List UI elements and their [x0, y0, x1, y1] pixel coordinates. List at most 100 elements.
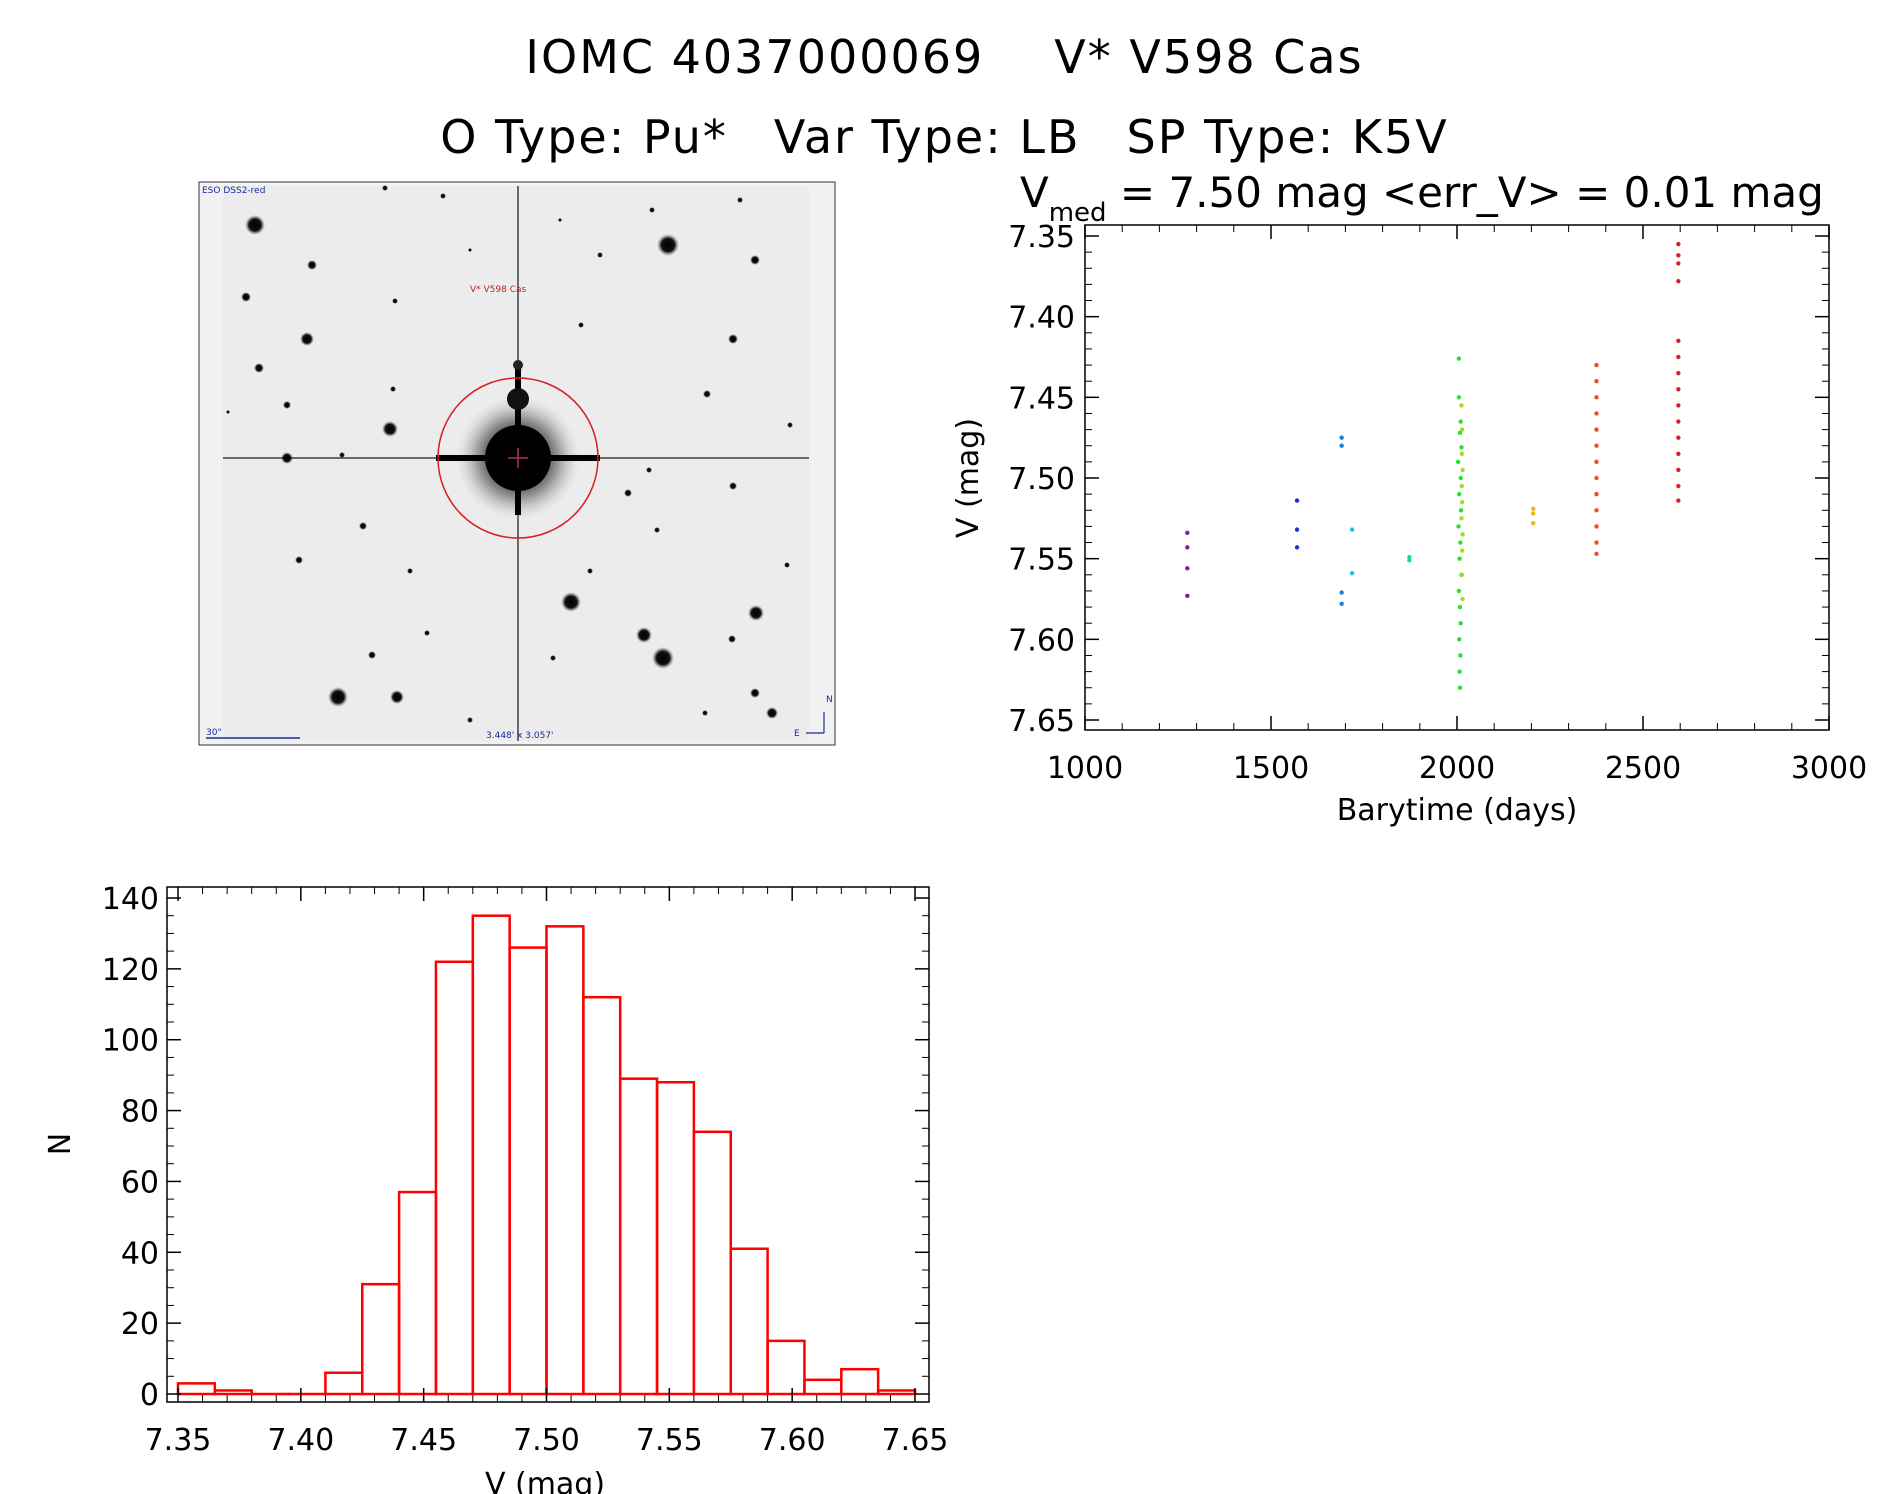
light-curve-plot-frame [1084, 224, 1830, 731]
light-curve-point [1458, 653, 1463, 658]
light-curve-point [1185, 566, 1190, 571]
background-star [382, 421, 398, 437]
background-stars [226, 185, 793, 723]
histogram-bar [397, 1190, 438, 1396]
light-curve-point [1457, 637, 1462, 642]
histogram-bar [618, 1077, 659, 1396]
background-star [328, 687, 348, 707]
histogram-bar [876, 1389, 917, 1396]
light-curve-point [1349, 527, 1355, 532]
light-curve-point [1676, 278, 1681, 284]
light-curve-point [1339, 443, 1344, 448]
histogram-xtick-label: 7.35 [145, 1423, 212, 1458]
light-curve-point [1458, 621, 1463, 626]
light-curve-point [1458, 419, 1463, 424]
histogram-ytick-label: 20 [121, 1307, 159, 1342]
histogram-bar [471, 914, 511, 1396]
light-curve-point [1460, 596, 1465, 602]
header-types-line: O Type: Pu* Var Type: LB SP Type: K5V [0, 110, 1889, 164]
light-curve-point [1294, 498, 1300, 503]
light-curve-point [1594, 395, 1599, 400]
background-star [654, 527, 660, 533]
light-curve-point [1457, 430, 1463, 436]
light-curve-point [1676, 403, 1681, 408]
background-star [390, 386, 396, 392]
histogram-bar [655, 1080, 696, 1396]
light-curve-point [1676, 261, 1681, 266]
light-curve-point [1594, 524, 1599, 529]
background-star [424, 630, 430, 636]
light-curve-point [1594, 362, 1599, 368]
companion-star [507, 388, 529, 410]
variability-type: Var Type: LB [773, 110, 1081, 164]
background-star [407, 568, 413, 574]
background-star [728, 635, 736, 643]
light-curve-point [1407, 558, 1412, 563]
light-curve-point [1676, 467, 1681, 473]
histogram-bar [692, 1130, 733, 1396]
compass-east-label: E [794, 729, 800, 739]
histogram-xtick-label: 7.65 [882, 1423, 949, 1458]
histogram-xtick-label: 7.45 [390, 1423, 457, 1458]
light-curve-chart: Vmed = 7.50 mag <err_V> = 0.01 mag 1000 1… [951, 168, 1867, 828]
light-curve-ytick-label: 7.50 [1008, 462, 1075, 497]
background-star [729, 482, 737, 490]
background-star [748, 605, 764, 621]
light-curve-point [1459, 403, 1464, 408]
background-star [784, 562, 790, 568]
histogram-ticks: 7.35 7.40 7.45 7.50 7.55 7.60 7.65 0 20 40 60 80 100… [102, 882, 949, 1458]
light-curve-point [1456, 524, 1461, 529]
light-curve-point [1459, 483, 1465, 489]
compass-north-label: N [826, 695, 833, 705]
background-star [787, 422, 793, 428]
header-title-line: IOMC 4037000069 V* V598 Cas [0, 30, 1889, 84]
light-curve-point [1676, 498, 1681, 503]
light-curve-point [1460, 500, 1465, 505]
histogram-bar [803, 1378, 843, 1396]
light-curve-point [1594, 508, 1599, 513]
light-curve-point [1460, 467, 1465, 473]
light-curve-point [1594, 443, 1599, 448]
light-curve-title: Vmed = 7.50 mag <err_V> = 0.01 mag [1020, 168, 1824, 228]
background-star [295, 556, 303, 564]
histogram-ytick-label: 100 [102, 1024, 159, 1059]
light-curve-ytick-label: 7.60 [1008, 623, 1075, 658]
background-star [750, 255, 760, 265]
light-curve-point [1460, 427, 1465, 432]
light-curve-point [1460, 532, 1465, 537]
histogram-xtick-label: 7.60 [759, 1423, 826, 1458]
histogram-ytick-label: 60 [121, 1165, 159, 1200]
light-curve-point [1459, 445, 1464, 450]
histogram-chart: 7.35 7.40 7.45 7.50 7.55 7.60 7.65 0 20 40 60 80 100… [43, 882, 948, 1494]
background-star [550, 655, 556, 661]
histogram-bar [766, 1339, 806, 1396]
light-curve-point [1676, 338, 1681, 344]
background-star [300, 332, 314, 346]
star-name: V* V598 Cas [1054, 30, 1364, 84]
light-curve-ylabel: V (mag) [951, 418, 986, 538]
light-curve-point [1455, 459, 1461, 465]
light-curve-point [1594, 540, 1599, 545]
background-star [307, 260, 317, 270]
histogram-bar [582, 995, 622, 1396]
light-curve-point [1676, 253, 1681, 258]
light-curve-xtick-label: 2000 [1419, 751, 1495, 786]
light-curve-point [1456, 356, 1462, 361]
histogram-bar [213, 1389, 253, 1396]
histogram-bar [729, 1247, 769, 1396]
background-star [766, 707, 778, 719]
light-curve-point [1594, 379, 1599, 384]
light-curve-point [1676, 419, 1681, 424]
light-curve-point [1407, 554, 1412, 560]
light-curve-point [1594, 491, 1599, 497]
fov-label: 3.448' x 3.057' [486, 731, 554, 741]
background-star [359, 522, 367, 530]
background-star [254, 363, 264, 373]
companion-star-2 [513, 360, 523, 370]
background-star [368, 651, 376, 659]
light-curve-point [1676, 241, 1681, 247]
light-curve-ytick-label: 7.55 [1008, 543, 1075, 578]
histogram-xtick-label: 7.55 [636, 1423, 703, 1458]
light-curve-title-rest: = 7.50 mag <err_V> = 0.01 mag [1107, 168, 1824, 217]
